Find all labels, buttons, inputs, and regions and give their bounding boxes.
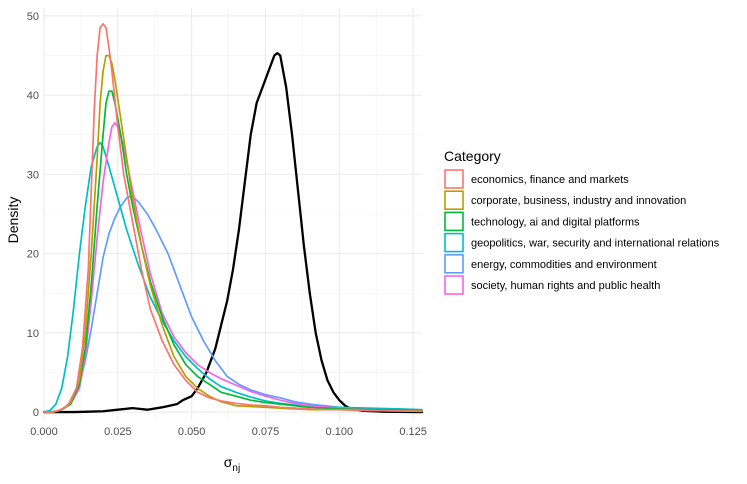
x-axis-tick-labels: 0.000 0.025 0.050 0.075 0.100 0.125 (30, 426, 427, 438)
legend-key-4 (444, 254, 464, 274)
series-line-2 (43, 90, 423, 413)
y-tick-label: 30 (27, 169, 39, 181)
x-tick-label: 0.025 (104, 426, 132, 438)
y-tick-label: 40 (27, 90, 39, 102)
y-axis-title: Density (5, 197, 21, 244)
x-axis-title-subscript: nj (232, 463, 240, 474)
series-line-overall (42, 52, 424, 414)
legend-key-1 (444, 190, 464, 210)
legend-key-5 (444, 275, 464, 295)
series-line-1 (43, 54, 423, 413)
series-line-4 (43, 195, 423, 413)
y-tick-label: 50 (27, 11, 39, 23)
legend-items: economics, finance and markets corporate,… (444, 169, 720, 295)
legend-label-5: society, human rights and public health (471, 280, 660, 292)
legend-label-3: geopolitics, war, security and internati… (471, 238, 720, 250)
y-tick-label: 0 (33, 407, 39, 419)
y-tick-label: 10 (27, 328, 39, 340)
x-tick-label: 0.125 (399, 426, 427, 438)
legend-label-2: technology, ai and digital platforms (471, 216, 640, 228)
legend-key-2 (444, 211, 464, 232)
x-axis-title: σnj (224, 454, 240, 474)
x-tick-label: 0.050 (178, 426, 206, 438)
legend-key-0 (444, 169, 464, 189)
legend-label-4: energy, commodities and environment (471, 259, 657, 271)
x-tick-label: 0.075 (252, 426, 280, 438)
plot-area: 0.000 0.025 0.050 0.075 0.100 0.125 0 10 20 30 40… (27, 8, 427, 438)
legend-title: Category (444, 148, 501, 164)
y-axis-tick-labels: 0 10 20 30 40 50 (27, 11, 39, 419)
series-lines (42, 23, 424, 414)
grid-lines (43, 8, 422, 420)
series-line-3 (43, 141, 423, 413)
legend: Category economics, finance and markets c… (444, 148, 720, 295)
series-line-5 (43, 122, 423, 413)
x-axis-title-symbol: σ (224, 454, 233, 470)
x-tick-label: 0.100 (326, 426, 354, 438)
legend-label-0: economics, finance and markets (471, 174, 629, 186)
y-tick-label: 20 (27, 249, 39, 261)
x-tick-label: 0.000 (30, 426, 58, 438)
legend-label-1: corporate, business, industry and innova… (471, 195, 686, 207)
legend-key-3 (444, 232, 464, 253)
series-line-0 (43, 23, 423, 413)
